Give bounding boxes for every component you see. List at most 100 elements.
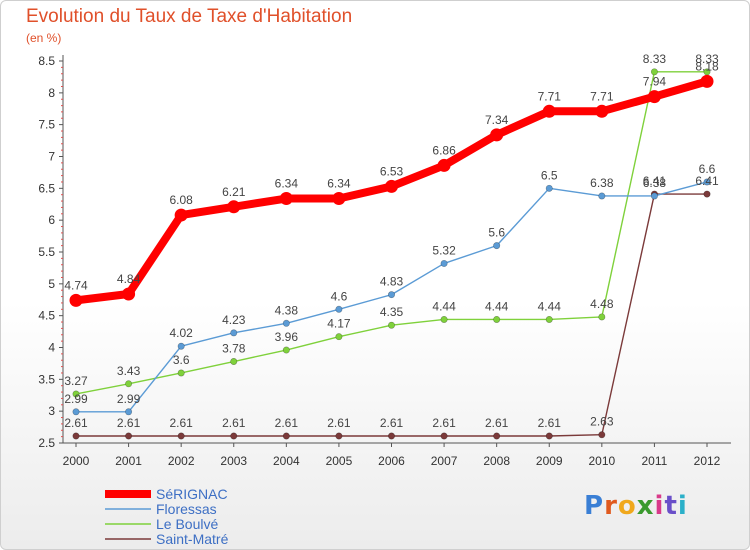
- data-label: 4.44: [485, 299, 509, 313]
- data-point: [125, 432, 133, 440]
- data-point: [122, 287, 136, 301]
- legend-label: SéRIGNAC: [156, 486, 228, 502]
- data-point: [703, 190, 711, 198]
- x-tick-label: 2003: [220, 454, 247, 468]
- data-point: [493, 242, 501, 250]
- data-label: 6.53: [380, 164, 404, 178]
- series-lines: [69, 68, 714, 440]
- data-point: [72, 408, 80, 416]
- legend-label: Saint-Matré: [156, 531, 229, 547]
- data-label: 3.96: [275, 330, 299, 344]
- data-point: [282, 319, 290, 327]
- logo-letter: P: [584, 491, 605, 521]
- data-label: 7.94: [643, 75, 667, 89]
- y-tick-label: 3: [48, 404, 55, 418]
- x-tick-label: 2002: [168, 454, 195, 468]
- data-label: 2.61: [222, 416, 246, 430]
- data-point: [545, 315, 553, 323]
- data-point: [230, 432, 238, 440]
- data-point: [174, 208, 188, 222]
- logo-letter: i: [654, 491, 665, 521]
- data-label: 2.61: [380, 416, 404, 430]
- x-tick-label: 2004: [273, 454, 300, 468]
- y-tick-label: 3.5: [38, 372, 55, 386]
- y-tick-label: 4.5: [38, 309, 55, 323]
- data-point: [437, 158, 451, 172]
- data-point: [385, 179, 398, 193]
- data-label: 2.61: [432, 416, 456, 430]
- x-tick-label: 2001: [115, 454, 142, 468]
- data-point: [72, 432, 80, 440]
- data-point: [387, 291, 395, 299]
- data-point: [282, 432, 290, 440]
- legend-label: Floressas: [156, 501, 217, 517]
- data-label: 6.41: [695, 174, 719, 188]
- data-label: 5.32: [432, 243, 456, 257]
- data-point: [387, 321, 395, 329]
- data-point: [598, 313, 606, 321]
- data-point: [598, 192, 606, 200]
- data-point: [177, 342, 185, 350]
- data-point: [545, 184, 553, 192]
- data-point: [595, 104, 609, 118]
- data-label: 6.5: [541, 168, 558, 182]
- data-point: [490, 128, 504, 142]
- data-point: [335, 333, 343, 341]
- data-label: 3.78: [222, 342, 246, 356]
- data-label: 2.61: [117, 416, 141, 430]
- x-tick-label: 2012: [694, 454, 721, 468]
- data-point: [230, 329, 238, 337]
- data-label: 3.27: [64, 374, 88, 388]
- chart-title: Evolution du Taux de Taxe d'Habitation: [26, 6, 353, 27]
- logo-letter: o: [617, 491, 637, 521]
- data-label: 4.84: [117, 272, 141, 286]
- data-point: [493, 432, 501, 440]
- data-label: 2.61: [485, 416, 509, 430]
- data-label: 2.99: [117, 392, 141, 406]
- data-label: 3.6: [173, 353, 190, 367]
- data-label: 6.34: [327, 177, 351, 191]
- data-point: [279, 192, 293, 206]
- x-tick-label: 2011: [642, 454, 668, 468]
- data-point: [387, 432, 395, 440]
- data-label: 6.38: [643, 176, 667, 190]
- data-point: [440, 259, 448, 267]
- data-label: 6.21: [222, 185, 246, 199]
- data-label: 4.48: [590, 297, 614, 311]
- data-point: [542, 104, 556, 118]
- data-point: [335, 432, 343, 440]
- data-label: 4.44: [538, 299, 562, 313]
- proxiti-logo: Proxiti: [584, 491, 688, 521]
- x-tick-label: 2005: [326, 454, 353, 468]
- data-label: 2.61: [275, 416, 299, 430]
- data-label: 6.08: [169, 193, 193, 207]
- y-tick-label: 5: [48, 277, 55, 291]
- data-label: 6.6: [699, 162, 716, 176]
- x-tick-label: 2009: [536, 454, 563, 468]
- axes: 2.5 3 3.5 4 4.5 5 5.5 6 6.5 7 7.5 8 8.5 2000 2001 2002 2…: [38, 54, 731, 468]
- data-label: 7.71: [538, 89, 562, 103]
- data-point: [700, 74, 714, 88]
- data-point: [440, 432, 448, 440]
- y-tick-label: 4: [48, 341, 55, 355]
- x-tick-label: 2006: [378, 454, 405, 468]
- data-point: [598, 431, 606, 439]
- data-label: 2.99: [64, 392, 88, 406]
- data-point: [545, 432, 553, 440]
- logo-letter: t: [664, 491, 678, 521]
- data-point: [230, 358, 238, 366]
- data-label: 3.43: [117, 364, 141, 378]
- data-point: [177, 432, 185, 440]
- y-tick-label: 2.5: [38, 436, 55, 450]
- data-label: 4.17: [327, 317, 351, 331]
- y-tick-label: 8: [48, 86, 55, 100]
- data-label: 8.33: [643, 52, 667, 66]
- data-point: [647, 90, 661, 104]
- data-point: [650, 192, 658, 200]
- data-point: [227, 200, 241, 214]
- data-label: 6.41: [643, 174, 667, 188]
- data-point: [650, 68, 658, 76]
- chart-subtitle: (en %): [26, 31, 62, 45]
